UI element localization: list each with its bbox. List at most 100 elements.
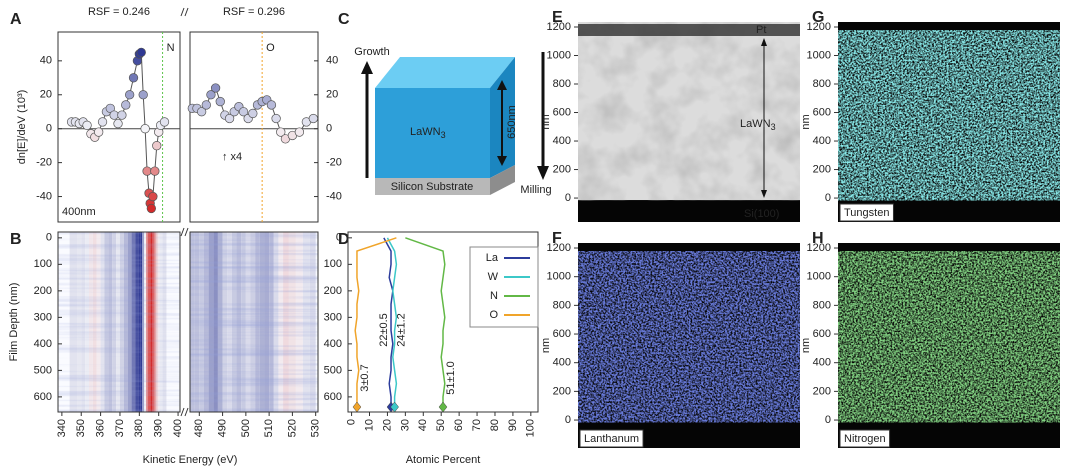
y-tick-label: 600: [553, 106, 571, 118]
panel-letter: D: [338, 231, 350, 248]
y-tick-label: 1000: [807, 271, 831, 283]
x-tick-label: 10: [363, 419, 375, 431]
x-axis-label: Kinetic Energy (eV): [143, 454, 238, 466]
layer-subscript: 3: [771, 122, 776, 132]
plot-frame: [57, 31, 181, 223]
y-tick-label: 1200: [807, 21, 831, 33]
reference-label: O: [266, 42, 275, 54]
data-point: [146, 203, 156, 214]
annotation: ↑ x4: [222, 151, 242, 163]
element-name: Tungsten: [844, 207, 889, 219]
data-point: [238, 107, 249, 117]
y-tick-label: -20: [326, 157, 342, 169]
data-point: [308, 113, 318, 124]
data-point: [159, 117, 170, 127]
reference-label: N: [167, 42, 175, 54]
map-texture: [838, 30, 1060, 201]
y-tick-label: 600: [553, 328, 571, 340]
x-tick-label: 80: [489, 419, 501, 431]
y-tick-label: 1000: [807, 49, 831, 61]
box-top: [375, 57, 515, 88]
x-tick-label: 380: [133, 419, 145, 437]
y-tick-label: 200: [813, 385, 831, 397]
y-tick-label: 20: [40, 89, 52, 101]
data-point: [94, 127, 104, 137]
arrowhead: [537, 166, 549, 180]
panel-letter: B: [10, 231, 22, 248]
y-tick-label: 0: [326, 123, 332, 135]
y-tick-label: 100: [34, 258, 52, 270]
y-tick-label: 1200: [807, 242, 831, 254]
material-subscript: 3: [441, 130, 446, 140]
name-box: [579, 429, 644, 448]
growth-label: Growth: [354, 46, 389, 58]
y-tick-label: 0: [825, 192, 831, 204]
data-point: [121, 100, 131, 110]
y-tick-label: 800: [813, 78, 831, 90]
panel-letter: F: [552, 230, 562, 247]
y-tick-label: 100: [324, 258, 342, 270]
substrate-label: Silicon Substrate: [391, 181, 474, 193]
y-tick-label: 200: [553, 385, 571, 397]
mean-label: 51±1.0: [445, 361, 457, 395]
panel-letter: G: [812, 9, 824, 26]
thickness-label: 650nm: [506, 105, 518, 139]
substrate-label: Si(100): [744, 208, 779, 220]
x-tick-label: 340: [56, 419, 68, 437]
plot-frame: [57, 231, 181, 413]
panel-letter: E: [552, 9, 563, 26]
y-tick-label: 40: [40, 55, 52, 67]
x-tick-label: 60: [453, 419, 465, 431]
material-name: LaWN: [410, 126, 441, 138]
trace-line: [71, 51, 165, 209]
y-axis-label: Film Depth (nm): [8, 283, 20, 362]
legend-label: O: [489, 309, 498, 321]
y-tick-label: 200: [553, 163, 571, 175]
data-point: [138, 90, 148, 100]
substrate-front: [375, 178, 490, 195]
x-tick-label: 50: [435, 419, 447, 431]
panel-letter: C: [338, 11, 350, 28]
y-tick-label: -20: [36, 157, 52, 169]
arrowhead: [361, 61, 373, 74]
mean-label: 22±0.5: [378, 313, 390, 347]
legend-label: N: [490, 290, 498, 302]
data-point: [97, 117, 108, 127]
x-tick-label: 370: [114, 419, 126, 437]
element-name: Lanthanum: [584, 433, 639, 445]
series-line: [383, 237, 394, 411]
heatmap-texture: [58, 232, 180, 412]
x-tick-label: 40: [417, 419, 429, 431]
plot-frame: [189, 31, 319, 223]
x-tick-label: 20: [381, 419, 393, 431]
x-tick-label: 390: [153, 419, 165, 437]
plot-frame: [189, 231, 319, 413]
data-point: [148, 191, 158, 202]
y-tick-label: 0: [565, 192, 571, 204]
arrowhead: [761, 190, 767, 199]
milling-label: Milling: [520, 184, 551, 196]
legend-box: [469, 246, 539, 328]
tem-texture: [578, 22, 800, 201]
data-point: [201, 100, 211, 110]
y-tick-label: 600: [813, 106, 831, 118]
panel-letter: H: [812, 230, 824, 247]
series-line: [354, 237, 397, 411]
y-tick-label: 20: [326, 89, 338, 101]
y-tick-label: 600: [34, 391, 52, 403]
x-tick-label: 90: [507, 419, 519, 431]
y-axis-label: nm: [540, 114, 552, 129]
data-point: [215, 96, 225, 107]
y-tick-label: 400: [34, 338, 52, 350]
x-tick-label: 360: [95, 419, 107, 437]
mean-marker: [438, 401, 448, 413]
data-point: [266, 100, 277, 110]
y-tick-label: 400: [813, 135, 831, 147]
y-tick-label: 0: [46, 123, 52, 135]
y-tick-label: 1000: [547, 271, 571, 283]
x-tick-label: 480: [193, 419, 205, 437]
data-point: [206, 90, 216, 100]
y-tick-label: 1200: [547, 242, 571, 254]
y-tick-label: 800: [553, 299, 571, 311]
